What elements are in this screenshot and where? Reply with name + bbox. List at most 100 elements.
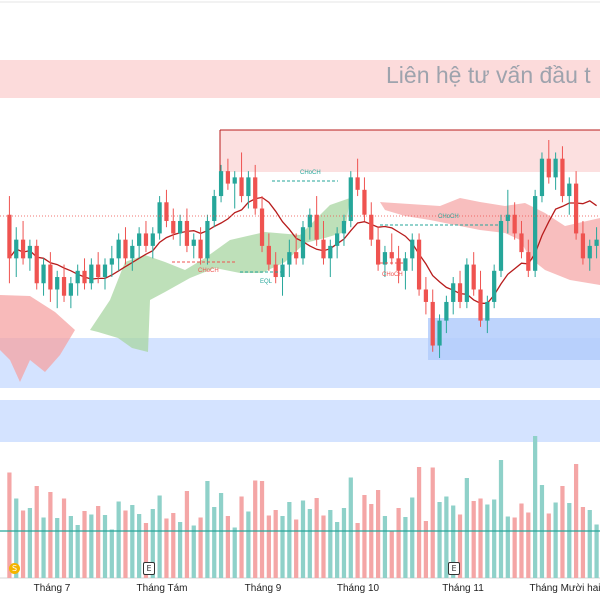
candle-body xyxy=(75,270,80,284)
volume-bar xyxy=(553,502,558,578)
volume-bar xyxy=(471,501,476,578)
volume-bar xyxy=(116,501,121,578)
volume-bar xyxy=(61,498,67,578)
volume-bar xyxy=(34,486,39,578)
candle-body xyxy=(27,245,33,259)
volume-bar xyxy=(259,481,265,578)
candle-body xyxy=(492,270,497,302)
candle-body xyxy=(14,239,19,259)
volume-bar xyxy=(75,525,80,578)
candle-body xyxy=(410,239,415,259)
watermark-text: Liên hệ tư vấn đầu t xyxy=(386,62,591,88)
candle-body xyxy=(137,233,142,246)
candle-body xyxy=(239,177,244,197)
volume-bar xyxy=(20,510,26,578)
dividend-badge[interactable]: S xyxy=(9,563,20,574)
candle-body xyxy=(553,158,558,178)
volume-bar xyxy=(485,504,490,578)
volume-bar xyxy=(594,524,599,578)
volume-bar xyxy=(55,518,60,578)
structure-label: CHoCH xyxy=(382,272,403,278)
volume-bar xyxy=(177,522,183,578)
kumo-cloud-bearish xyxy=(0,295,75,382)
volume-bar xyxy=(300,500,306,578)
candle-body xyxy=(560,158,565,197)
volume-bar xyxy=(464,478,469,578)
candle-body xyxy=(171,220,176,234)
candle-body xyxy=(48,264,53,290)
candle-body xyxy=(307,214,312,228)
volume-bar xyxy=(355,523,360,578)
candle-body xyxy=(539,158,545,197)
candle-body xyxy=(444,301,449,321)
earnings-badge[interactable]: E xyxy=(143,562,155,575)
candle-body xyxy=(389,252,394,259)
volume-bar xyxy=(273,510,278,578)
earnings-badge[interactable]: E xyxy=(448,562,460,575)
candle-body xyxy=(287,252,292,265)
volume-bar xyxy=(587,510,592,578)
volume-bar xyxy=(232,527,237,578)
candle-body xyxy=(177,220,183,234)
volume-bar xyxy=(287,502,292,578)
candle-body xyxy=(7,214,12,259)
volume-bar xyxy=(505,516,510,578)
candle-body xyxy=(328,245,333,259)
candle-body xyxy=(89,264,94,284)
candle-body xyxy=(184,220,190,246)
structure-label: EQL xyxy=(260,279,273,285)
volume-bar xyxy=(164,518,169,578)
volume-bar xyxy=(321,515,326,578)
candle-body xyxy=(164,202,169,221)
candle-body xyxy=(130,245,135,259)
candle-body xyxy=(526,252,531,271)
volume-bar xyxy=(14,498,19,578)
candle-body xyxy=(533,196,538,271)
candle-body xyxy=(212,196,217,221)
volume-bar xyxy=(430,467,435,578)
candle-body xyxy=(294,252,299,259)
candle-body xyxy=(478,289,483,321)
candle-body xyxy=(464,264,469,302)
volume-bar xyxy=(519,503,524,578)
volume-bar xyxy=(266,515,271,578)
x-tick-label: Tháng 11 xyxy=(442,583,484,594)
candle-body xyxy=(375,239,381,265)
volume-bar xyxy=(307,509,312,578)
volume-bar xyxy=(580,507,586,578)
volume-bar xyxy=(314,498,319,578)
volume-bar xyxy=(341,508,347,578)
candle-body xyxy=(246,177,251,197)
volume-bar xyxy=(573,464,579,578)
structure-label: CHoCH xyxy=(438,214,459,220)
candle-body xyxy=(403,258,408,271)
structure-label: CHoCH xyxy=(198,268,219,274)
candle-body xyxy=(594,239,599,246)
volume-bar xyxy=(396,508,401,578)
volume-bar xyxy=(130,505,135,578)
candle-body xyxy=(382,252,388,265)
candle-body xyxy=(471,264,476,290)
candle-body xyxy=(451,283,456,302)
volume-bar xyxy=(171,513,176,578)
volume-bar xyxy=(362,495,367,578)
candle-body xyxy=(546,158,551,178)
candle-body xyxy=(20,239,26,259)
candle-body xyxy=(498,220,504,271)
volume-bar xyxy=(375,490,381,578)
volume-bar xyxy=(157,495,162,578)
volume-bar xyxy=(143,523,149,578)
volume-bar xyxy=(498,460,504,578)
candle-body xyxy=(102,264,108,278)
demand-zone xyxy=(0,400,600,442)
candle-body xyxy=(96,264,101,278)
candle-body xyxy=(109,258,114,265)
candle-body xyxy=(225,171,231,184)
candle-body xyxy=(430,301,435,346)
volume-bar xyxy=(369,504,374,578)
volume-bar xyxy=(109,529,114,578)
candle-body xyxy=(355,177,360,190)
volume-bar xyxy=(328,510,333,578)
volume-bar xyxy=(410,497,415,578)
